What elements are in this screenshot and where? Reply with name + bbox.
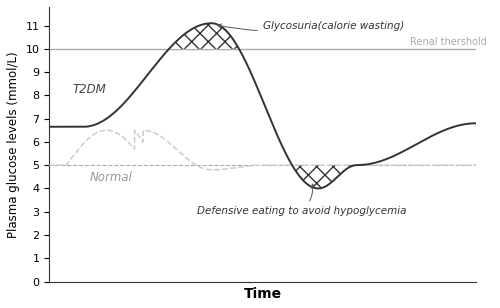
Text: Glycosuria(calorie wasting): Glycosuria(calorie wasting): [218, 21, 404, 31]
Text: T2DM: T2DM: [72, 83, 106, 96]
X-axis label: Time: Time: [244, 287, 282, 301]
Text: Defensive eating to avoid hypoglycemia: Defensive eating to avoid hypoglycemia: [196, 184, 406, 216]
Y-axis label: Plasma glucose levels (mmol/L): Plasma glucose levels (mmol/L): [7, 51, 20, 237]
Text: Normal: Normal: [90, 172, 132, 184]
Text: Renal thershold: Renal thershold: [410, 37, 487, 47]
